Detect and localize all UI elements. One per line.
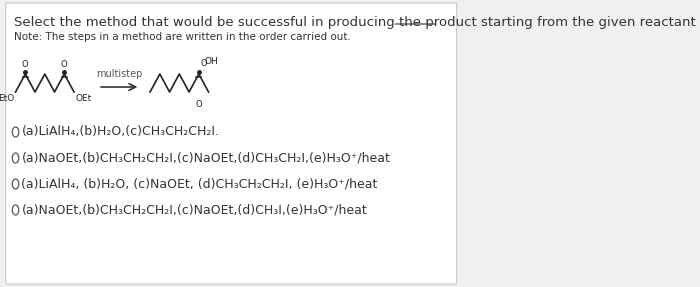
Text: multistep: multistep (96, 69, 142, 79)
Text: EtO: EtO (0, 94, 14, 103)
FancyBboxPatch shape (6, 3, 457, 284)
Text: O: O (200, 59, 206, 68)
Text: OH: OH (204, 57, 218, 66)
Text: (a)NaOEt,(b)CH₃CH₂CH₂I,(c)NaOEt,(d)CH₃I,(e)H₃O⁺/heat: (a)NaOEt,(b)CH₃CH₂CH₂I,(c)NaOEt,(d)CH₃I,… (22, 203, 367, 216)
Text: Select the method that would be successful in producing the product starting fro: Select the method that would be successf… (13, 16, 700, 29)
Text: O: O (22, 60, 29, 69)
Text: Note: The steps in a method are written in the order carried out.: Note: The steps in a method are written … (13, 32, 351, 42)
Text: (a)NaOEt,(b)CH₃CH₂CH₂I,(c)NaOEt,(d)CH₃CH₂I,(e)H₃O⁺/heat: (a)NaOEt,(b)CH₃CH₂CH₂I,(c)NaOEt,(d)CH₃CH… (22, 152, 391, 164)
Text: O: O (195, 100, 202, 109)
Text: OEt: OEt (76, 94, 92, 103)
Text: (a)LiAlH₄,(b)H₂O,(c)CH₃CH₂CH₂I.: (a)LiAlH₄,(b)H₂O,(c)CH₃CH₂CH₂I. (22, 125, 219, 139)
Text: O: O (61, 60, 68, 69)
Text: (a)LiAlH₄, (b)H₂O, (c)NaOEt, (d)CH₃CH₂CH₂I, (e)H₃O⁺/heat: (a)LiAlH₄, (b)H₂O, (c)NaOEt, (d)CH₃CH₂CH… (22, 177, 378, 191)
